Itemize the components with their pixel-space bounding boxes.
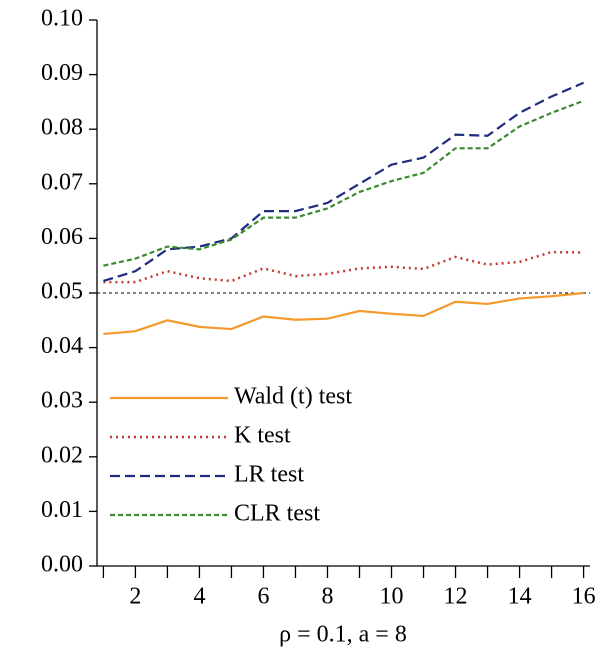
x-tick-label: 10 — [380, 584, 404, 610]
legend-label: K test — [234, 423, 291, 449]
y-tick-label: 0.01 — [41, 497, 83, 523]
y-tick-label: 0.05 — [41, 279, 83, 305]
y-tick-label: 0.10 — [41, 6, 83, 32]
series-line — [103, 99, 584, 267]
y-tick-label: 0.09 — [41, 60, 83, 86]
legend-label: Wald (t) test — [234, 384, 352, 410]
y-tick-label: 0.07 — [41, 169, 83, 195]
y-tick-label: 0.04 — [41, 333, 83, 359]
y-tick-label: 0.02 — [41, 442, 83, 468]
x-axis-label: ρ = 0.1, a = 8 — [279, 622, 407, 648]
x-tick-label: 6 — [257, 584, 269, 610]
legend-label: CLR test — [234, 501, 320, 527]
x-tick-label: 4 — [193, 584, 205, 610]
legend-label: LR test — [234, 462, 304, 488]
series-line — [103, 81, 585, 283]
x-tick-label: 8 — [321, 584, 333, 610]
x-tick-label: 16 — [572, 584, 596, 610]
y-tick-label: 0.08 — [41, 115, 83, 141]
y-tick-label: 0.06 — [41, 224, 83, 250]
x-tick-label: 14 — [508, 584, 532, 610]
series-line — [103, 250, 584, 284]
x-tick-label: 2 — [129, 584, 141, 610]
y-tick-label: 0.00 — [41, 552, 83, 578]
x-tick-label: 12 — [444, 584, 468, 610]
series-line — [103, 291, 584, 336]
y-tick-label: 0.03 — [41, 388, 83, 414]
